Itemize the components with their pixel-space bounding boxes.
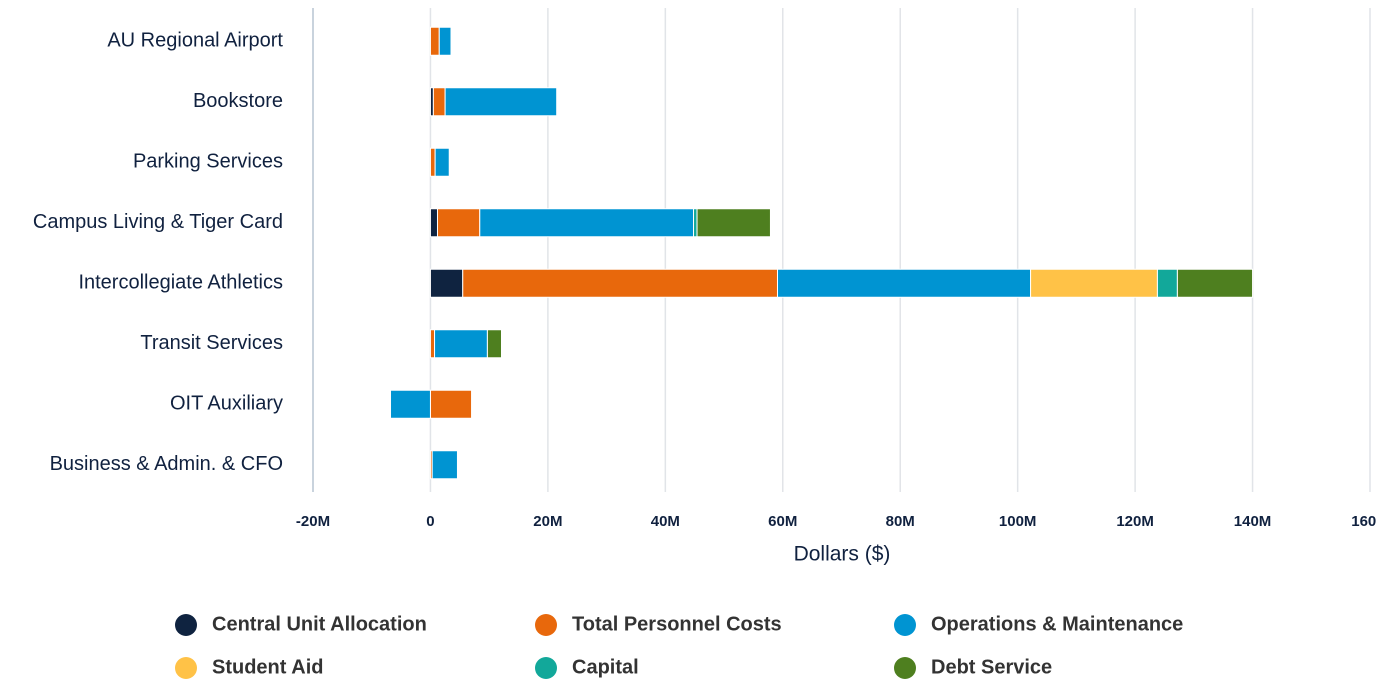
bar-segment — [776, 268, 1032, 298]
legend-label: Central Unit Allocation — [212, 613, 427, 635]
bar-segment — [462, 268, 778, 298]
bar-segment — [696, 208, 771, 238]
bar-segment — [429, 268, 464, 298]
legend-marker — [175, 614, 197, 636]
bar-segment — [693, 208, 698, 238]
x-tick-label: -20M — [296, 513, 330, 530]
bar-segment — [431, 450, 458, 480]
legend-label: Capital — [572, 656, 639, 678]
category-label: Intercollegiate Athletics — [78, 272, 283, 294]
x-tick-label: 100M — [999, 513, 1037, 530]
bar-segment — [479, 208, 695, 238]
bar-segment — [429, 329, 436, 359]
x-tick-label: 140M — [1234, 513, 1272, 530]
x-axis-label: Dollars ($) — [794, 543, 891, 566]
category-label: Transit Services — [140, 332, 283, 354]
legend-label: Student Aid — [212, 656, 323, 678]
bar-segment — [1176, 268, 1254, 298]
legend-label: Total Personnel Costs — [572, 613, 782, 635]
bar-segment — [434, 147, 450, 177]
category-label: Parking Services — [133, 151, 283, 173]
bar-segment — [429, 147, 436, 177]
category-label: OIT Auxiliary — [170, 393, 283, 415]
x-tick-label: 160M — [1351, 513, 1376, 530]
legend-marker — [175, 657, 197, 679]
category-label: AU Regional Airport — [107, 30, 283, 52]
x-tick-label: 20M — [533, 513, 562, 530]
legend-marker — [894, 614, 916, 636]
x-tick-label: 40M — [651, 513, 680, 530]
bar-segment — [486, 329, 502, 359]
bar-segment — [444, 87, 558, 117]
bar-segment — [429, 26, 440, 56]
bar-segment — [436, 208, 481, 238]
x-tick-label: 60M — [768, 513, 797, 530]
bar-segment — [429, 389, 473, 419]
bar-segment — [1030, 268, 1158, 298]
x-tick-label: 0 — [426, 513, 434, 530]
bar-segment — [434, 329, 488, 359]
bar-segment — [390, 389, 431, 419]
legend-label: Debt Service — [931, 656, 1052, 678]
legend-marker — [894, 657, 916, 679]
legend-marker — [535, 614, 557, 636]
legend-marker — [535, 657, 557, 679]
category-label: Business & Admin. & CFO — [50, 453, 283, 475]
bar-segment — [438, 26, 452, 56]
bar-segment — [429, 208, 438, 238]
bar-segment — [1156, 268, 1178, 298]
category-label: Bookstore — [193, 90, 283, 112]
legend-label: Operations & Maintenance — [931, 613, 1183, 635]
x-tick-label: 120M — [1116, 513, 1154, 530]
category-label: Campus Living & Tiger Card — [33, 211, 283, 233]
x-tick-label: 80M — [886, 513, 915, 530]
bar-segment — [432, 87, 446, 117]
